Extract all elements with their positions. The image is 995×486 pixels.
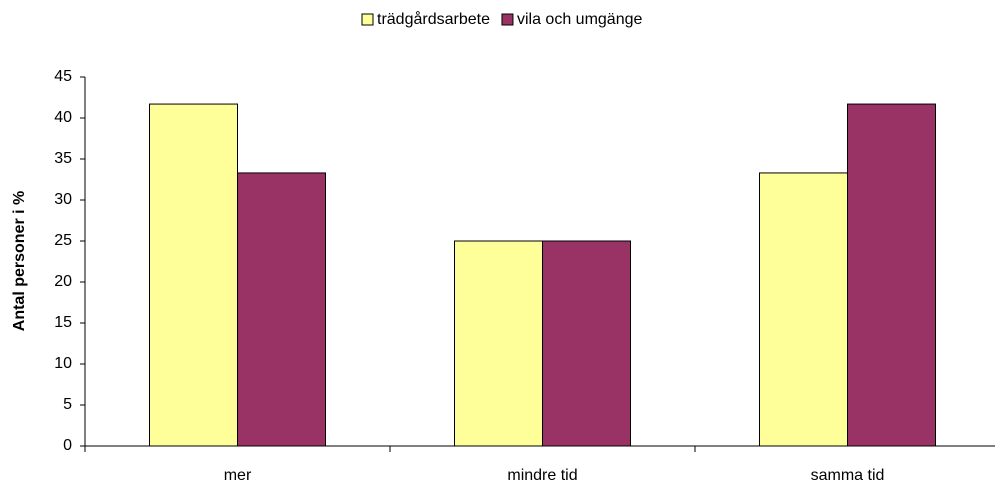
y-axis-label: Antal personer i % xyxy=(11,191,28,331)
bar xyxy=(237,172,326,447)
bar xyxy=(759,172,848,447)
legend-swatch xyxy=(361,13,374,26)
bar xyxy=(542,240,631,447)
legend-label: trädgårdsarbete xyxy=(377,10,490,28)
y-tick-label: 0 xyxy=(63,437,72,454)
x-tick-label: mindre tid xyxy=(507,467,577,484)
legend-swatch xyxy=(501,13,514,26)
y-tick-label: 25 xyxy=(54,232,72,249)
bar xyxy=(149,103,238,447)
bar xyxy=(847,103,936,447)
x-tick-label: samma tid xyxy=(811,467,885,484)
x-tick-label: mer xyxy=(224,467,252,484)
y-tick-label: 40 xyxy=(54,109,72,126)
y-tick-label: 30 xyxy=(54,191,72,208)
y-tick-label: 35 xyxy=(54,150,72,167)
y-tick-label: 5 xyxy=(63,396,72,413)
y-tick-label: 10 xyxy=(54,355,72,372)
bar xyxy=(454,240,543,447)
y-tick-label: 15 xyxy=(54,314,72,331)
y-tick-label: 20 xyxy=(54,273,72,290)
legend-label: vila och umgänge xyxy=(517,11,643,28)
y-tick-label: 45 xyxy=(54,68,72,85)
